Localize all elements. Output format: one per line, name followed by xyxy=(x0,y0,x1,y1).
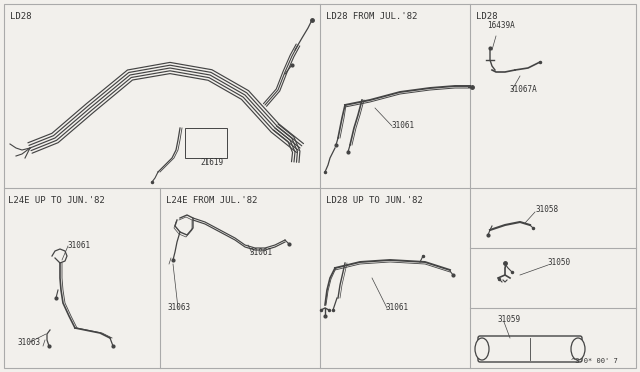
Text: 31061: 31061 xyxy=(250,248,273,257)
Text: 31063: 31063 xyxy=(168,303,191,312)
Text: 31061: 31061 xyxy=(392,121,415,130)
Text: 16439A: 16439A xyxy=(487,21,515,30)
Text: 21619: 21619 xyxy=(200,158,223,167)
Text: 31061: 31061 xyxy=(385,303,408,312)
FancyBboxPatch shape xyxy=(478,336,582,362)
Text: 31067A: 31067A xyxy=(510,85,538,94)
Bar xyxy=(185,128,227,158)
Text: LD28 UP TO JUN.'82: LD28 UP TO JUN.'82 xyxy=(326,196,423,205)
Text: L24E FROM JUL.'82: L24E FROM JUL.'82 xyxy=(166,196,257,205)
Ellipse shape xyxy=(571,338,585,360)
Text: LD28: LD28 xyxy=(10,12,31,21)
Text: ^3 0* 00' 7: ^3 0* 00' 7 xyxy=(572,358,618,364)
Text: 31061: 31061 xyxy=(68,241,91,250)
Text: 31050: 31050 xyxy=(548,258,571,267)
Text: LD28 FROM JUL.'82: LD28 FROM JUL.'82 xyxy=(326,12,417,21)
Text: 31058: 31058 xyxy=(535,205,558,214)
Ellipse shape xyxy=(475,338,489,360)
Text: LD28: LD28 xyxy=(476,12,497,21)
Text: 31059: 31059 xyxy=(498,315,521,324)
Text: 31063: 31063 xyxy=(18,338,41,347)
Text: L24E UP TO JUN.'82: L24E UP TO JUN.'82 xyxy=(8,196,105,205)
